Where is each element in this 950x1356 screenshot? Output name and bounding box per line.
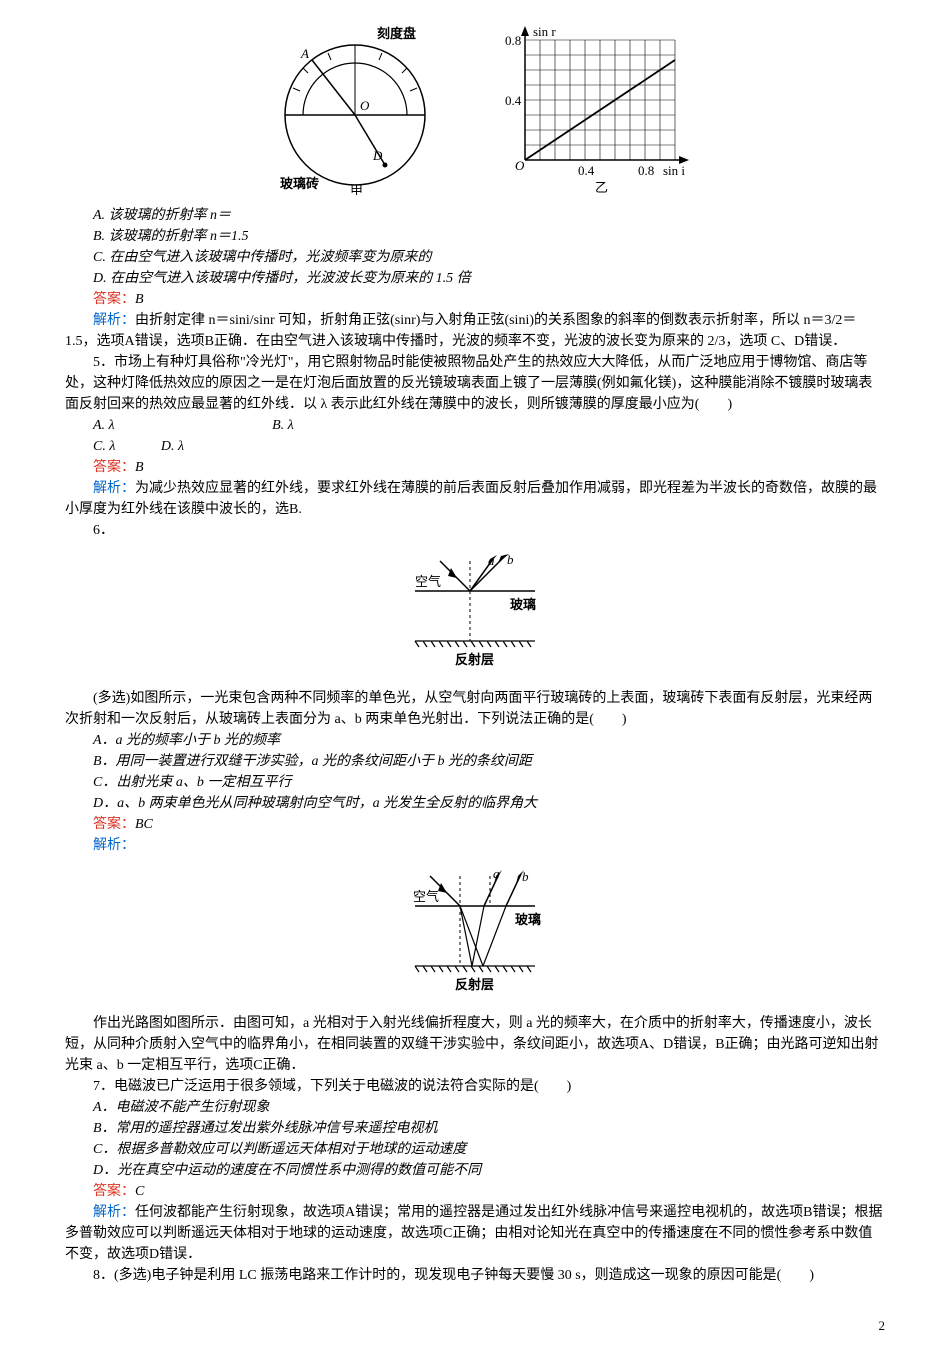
q4-opt-B: B. 该玻璃的折射率 n＝1.5 (65, 226, 885, 247)
fig1-graph: sin r sin i O 0.4 0.8 0.4 0.8 乙 (495, 20, 695, 195)
q5-stem: 5．市场上有种灯具俗称"冷光灯"，用它照射物品时能使被照物品处产生的热效应大大降… (65, 352, 885, 415)
q7-opt-D: D．光在真空中运动的速度在不同惯性系中测得的数值可能不同 (65, 1160, 885, 1181)
q6-stem: (多选)如图所示，一光束包含两种不同频率的单色光，从空气射向两面平行玻璃砖的上表… (65, 688, 885, 730)
q7-opt-B: B．常用的遥控器通过发出紫外线脉冲信号来遥控电视机 (65, 1118, 885, 1139)
q6-ans: BC (135, 817, 153, 832)
q4-opt-D: D. 在由空气进入该玻璃中传播时，光波波长变为原来的 1.5 倍 (65, 268, 885, 289)
q5-ans: B (135, 460, 144, 475)
q6-expl-figure: 空气 玻璃 a b 反射层 (65, 866, 885, 1003)
fig1-x04: 0.4 (578, 163, 595, 178)
q7-ans-label: 答案： (65, 1184, 135, 1199)
q7-stem: 7．电磁波已广泛运用于很多领域，下列关于电磁波的说法符合实际的是( ) (65, 1076, 885, 1097)
q5-opt-B: B. λ (272, 415, 294, 436)
q6-expl-label: 解析： (65, 835, 885, 856)
svg-text:a: a (488, 553, 495, 568)
q5-opt-A: A. λ (93, 415, 115, 436)
fig1-O: O (360, 98, 370, 113)
fig1-y08: 0.8 (505, 33, 521, 48)
q5-opt-D: D. λ (161, 436, 184, 457)
q6-figure: 空气 玻璃 a b 反射层 (65, 551, 885, 678)
fig1-dial: 刻度盘 (377, 26, 416, 41)
q5-opt-C: C. λ (93, 436, 115, 457)
q5-opts-row1: A. λ B. λ (65, 415, 885, 436)
fig1-sub2: 乙 (595, 180, 608, 195)
q5-opts-row2: C. λ D. λ (65, 436, 885, 457)
q7-expl: 解析：任何波都能产生衍射现象，故选项A错误；常用的遥控器是通过发出红外线脉冲信号… (65, 1202, 885, 1265)
fig1-D: D (372, 148, 383, 163)
q8-stem: 8．(多选)电子钟是利用 LC 振荡电路来工作计时的，现发现电子钟每天要慢 30… (65, 1265, 885, 1286)
svg-text:O: O (515, 158, 525, 173)
svg-text:a: a (493, 866, 500, 881)
q6-opt-A: A．a 光的频率小于 b 光的频率 (65, 730, 885, 751)
svg-text:b: b (507, 552, 514, 567)
fig1-sub1: 甲 (350, 183, 363, 195)
svg-text:空气: 空气 (413, 889, 439, 904)
q4-figure-row: A O D 刻度盘 玻璃砖 甲 sin r sin i O 0.4 0.8 0.… (65, 20, 885, 195)
q7-opt-A: A．电磁波不能产生衍射现象 (65, 1097, 885, 1118)
q6-ans-label: 答案： (65, 817, 135, 832)
fig1-sinr: sin r (533, 24, 556, 39)
q6-opt-C: C．出射光束 a、b 一定相互平行 (65, 772, 885, 793)
q6-opt-B: B．用同一装置进行双缝干涉实验，a 光的条纹间距小于 b 光的条纹间距 (65, 751, 885, 772)
q7-opt-C: C．根据多普勒效应可以判断遥远天体相对于地球的运动速度 (65, 1139, 885, 1160)
q6-opt-D: D．a、b 两束单色光从同种玻璃射向空气时，a 光发生全反射的临界角大 (65, 793, 885, 814)
q5-ans-label: 答案： (65, 460, 135, 475)
q4-expl: 解析：由折射定律 n＝sini/sinr 可知，折射角正弦(sinr)与入射角正… (65, 310, 885, 352)
page-number: 2 (65, 1316, 885, 1336)
svg-text:b: b (522, 869, 529, 884)
svg-text:玻璃: 玻璃 (510, 597, 536, 612)
svg-text:反射层: 反射层 (455, 652, 494, 667)
q4-opt-C: C. 在由空气进入该玻璃中传播时，光波频率变为原来的 (65, 247, 885, 268)
fig1-protractor: A O D 刻度盘 玻璃砖 甲 (255, 20, 455, 195)
q6-expl: 作出光路图如图所示．由图可知，a 光相对于入射光线偏折程度大，则 a 光的频率大… (65, 1013, 885, 1076)
svg-text:空气: 空气 (415, 574, 441, 589)
q4-ans: B (135, 292, 144, 307)
q6-num: 6． (65, 520, 885, 541)
fig1-x08: 0.8 (638, 163, 654, 178)
q7-ans: C (135, 1184, 144, 1199)
fig1-glass: 玻璃砖 (280, 176, 319, 191)
svg-text:反射层: 反射层 (455, 977, 494, 992)
q5-expl: 解析：为减少热效应显著的红外线，要求红外线在薄膜的前后表面反射后叠加作用减弱，即… (65, 478, 885, 520)
fig1-A: A (300, 46, 309, 61)
svg-text:玻璃: 玻璃 (515, 912, 541, 927)
fig1-y04: 0.4 (505, 93, 522, 108)
q4-ans-label: 答案： (65, 292, 135, 307)
fig1-sini: sin i (663, 163, 685, 178)
q4-opt-A: A. 该玻璃的折射率 n＝ (65, 205, 885, 226)
